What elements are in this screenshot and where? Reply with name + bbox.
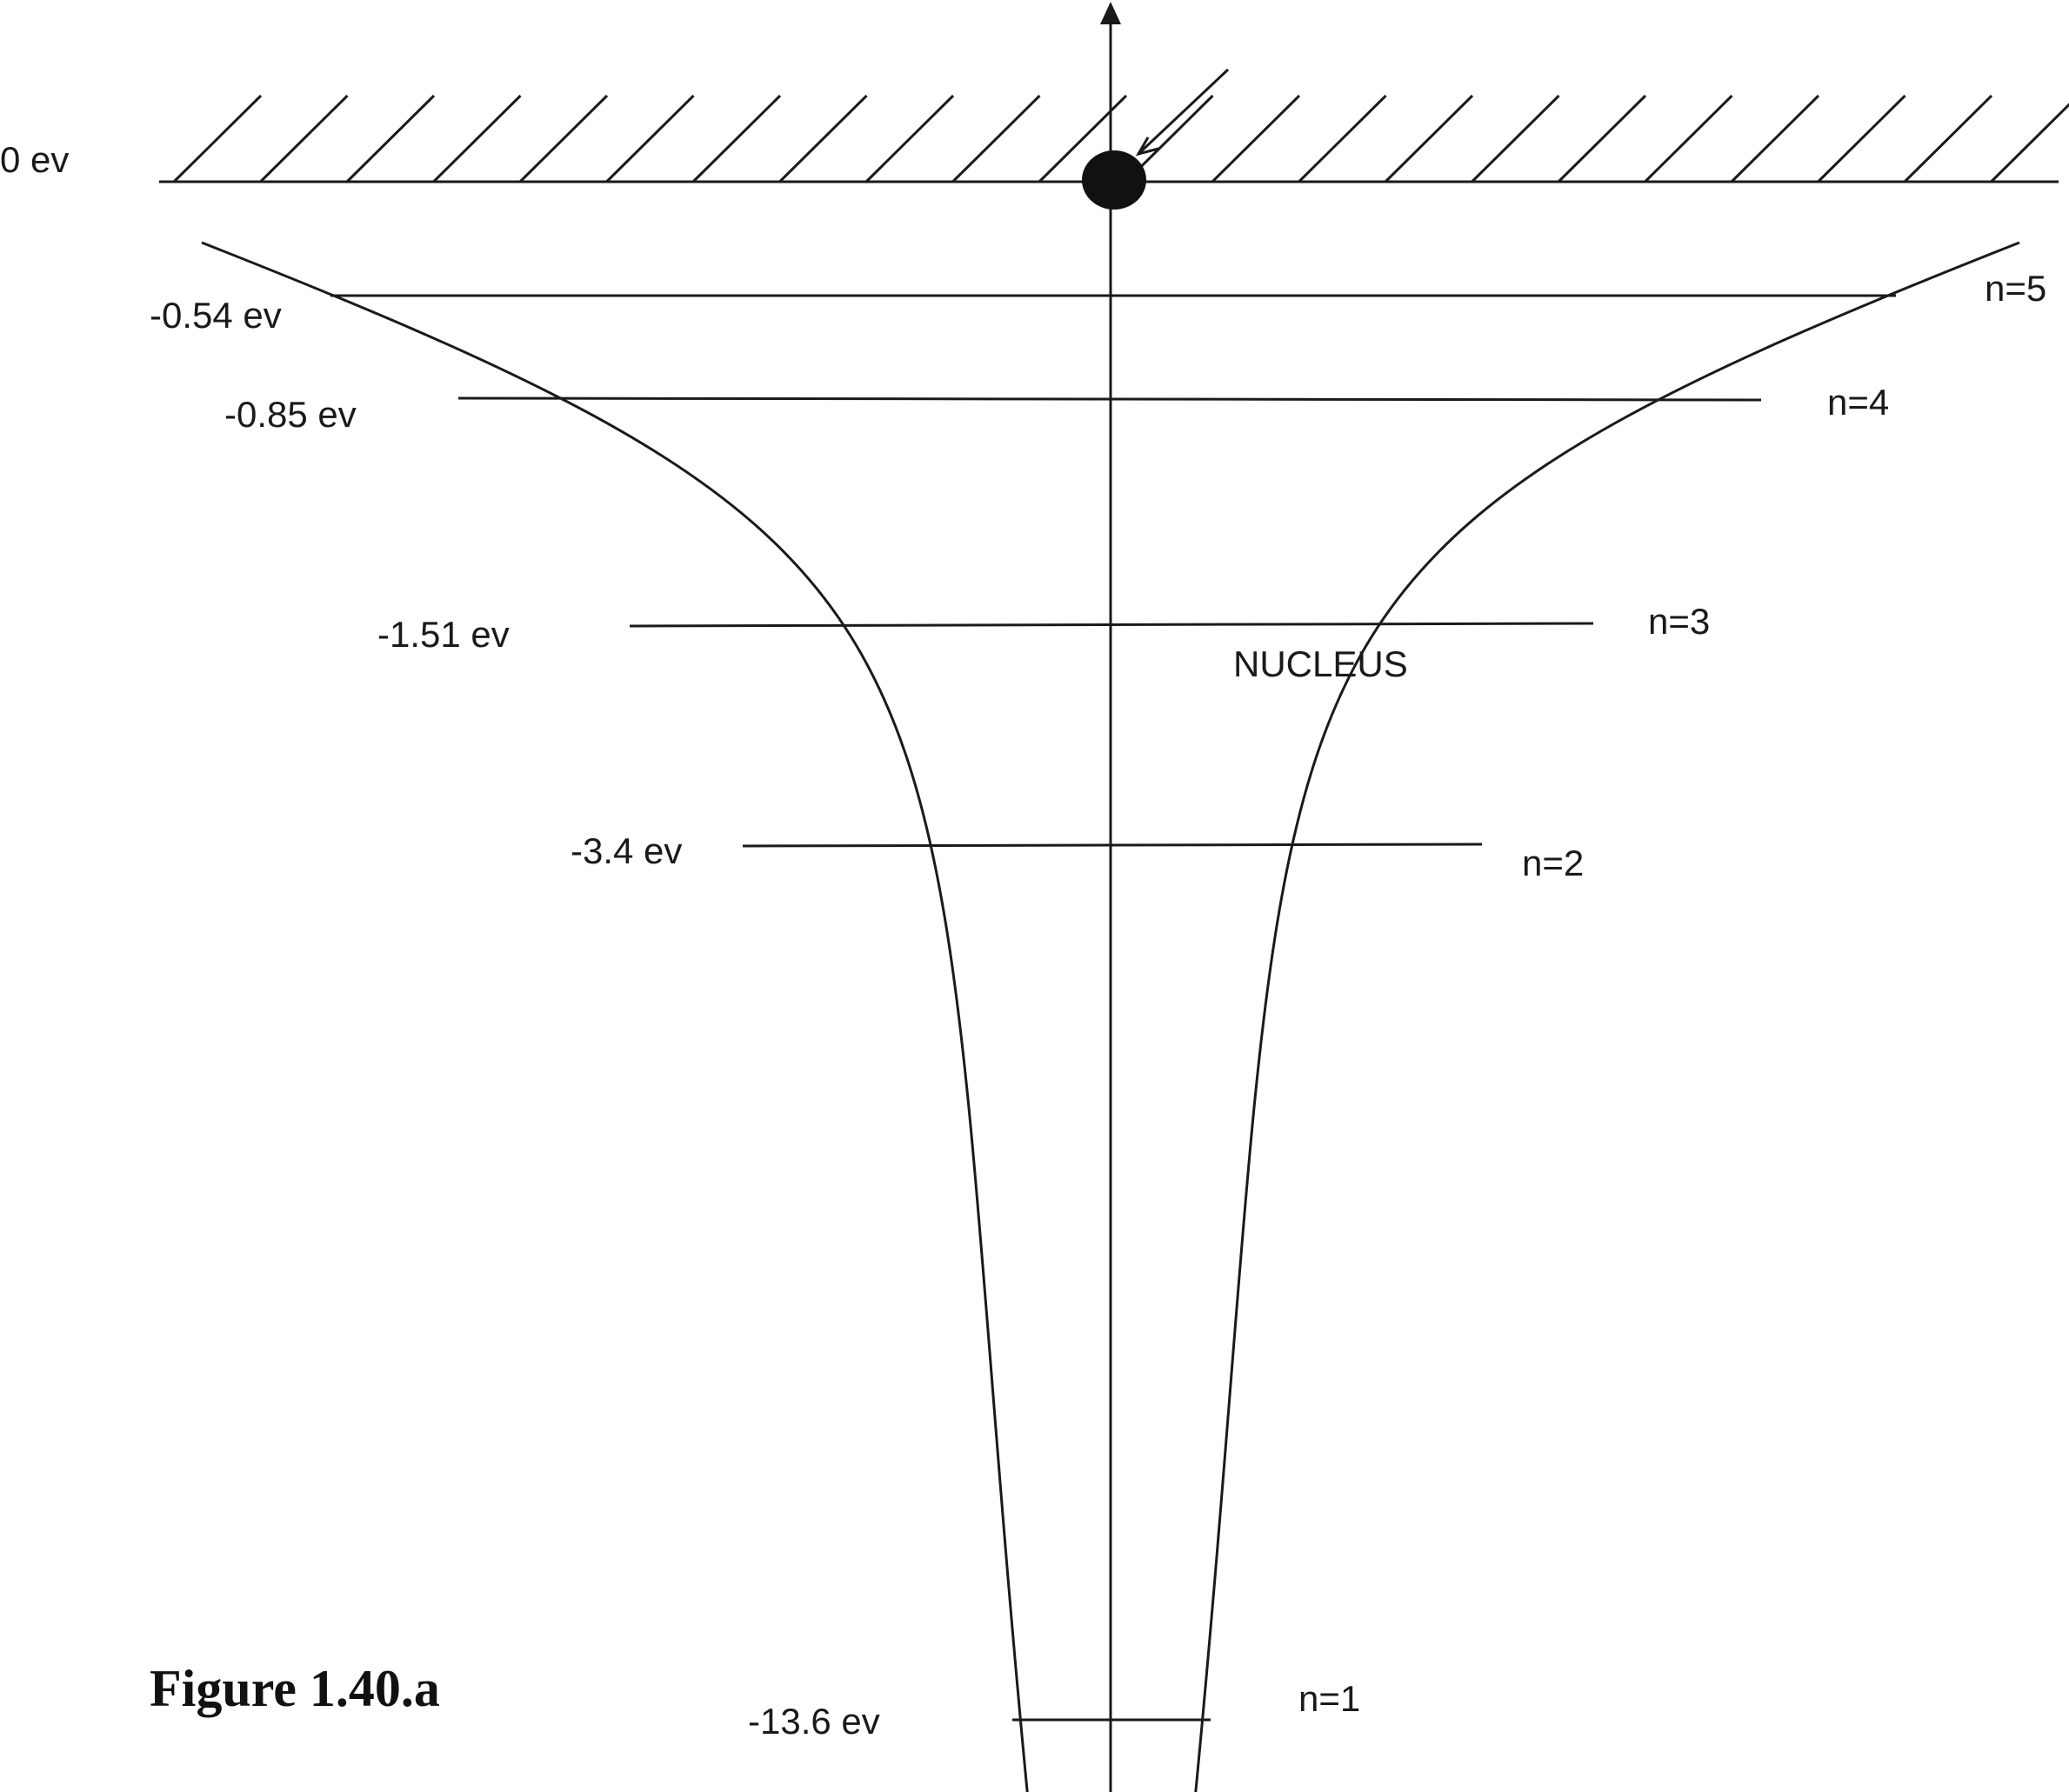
hatch-mark [1817,94,1906,183]
hatch-mark [345,94,436,183]
figure-caption: Figure 1.40.a [150,1660,440,1717]
hatch-mark [1644,94,1733,183]
hatch-mark [951,94,1041,183]
hatch-mark [518,94,609,183]
well-right-wall [1194,241,2020,1792]
energy-label-n2: -3.4 ev [571,830,682,871]
electron-dot [1082,150,1146,210]
zero-energy-surface [159,94,2069,183]
well-left-wall [201,241,1029,1792]
hatch-mark [864,94,955,183]
hatch-mark [1384,94,1474,183]
hatch-mark [1471,94,1560,183]
zero-energy-label: 0 ev [0,139,69,180]
energy-label-n5: -0.54 ev [150,295,282,336]
nucleus-label: NUCLEUS [1233,643,1408,684]
potential-well [201,241,2020,1792]
energy-label-n3: -1.51 ev [377,614,510,655]
hatch-mark [1730,94,1820,183]
hatch-mark [1903,94,1993,183]
energy-label-n4: -0.85 ev [224,394,357,435]
hatch-mark [432,94,522,183]
hatch-mark [1557,94,1647,183]
escape-arrowhead [1135,137,1159,157]
quantum-label-n4: n=4 [1827,382,1889,423]
level-line-n4 [457,396,1762,402]
hatch-mark [605,94,695,183]
hatch-mark [778,94,868,183]
quantum-label-n2: n=2 [1522,843,1584,883]
level-line-n3 [629,622,1594,628]
hatch-mark [1298,94,1387,183]
escaping-electron [1082,68,1230,210]
energy-label-n1: -13.6 ev [748,1701,880,1742]
energy-levels [330,294,1896,1722]
energy-axis [1100,2,1121,1792]
quantum-label-n3: n=3 [1648,601,1710,642]
hatch-mark [259,94,349,183]
level-line-n2 [742,843,1483,848]
hatch-mark [691,94,782,183]
labels: 0 ev -0.54 ev -0.85 ev -1.51 ev -3.4 ev … [0,139,2046,1742]
quantum-label-n1: n=1 [1298,1678,1360,1719]
quantum-label-n5: n=5 [1985,268,2046,309]
surface-hatching [172,94,2069,183]
hatch-mark [1211,94,1301,183]
hatch-mark [1990,103,2069,183]
axis-arrowhead [1100,2,1121,24]
escape-arrow-line [1137,68,1230,156]
hatch-mark [172,94,263,183]
